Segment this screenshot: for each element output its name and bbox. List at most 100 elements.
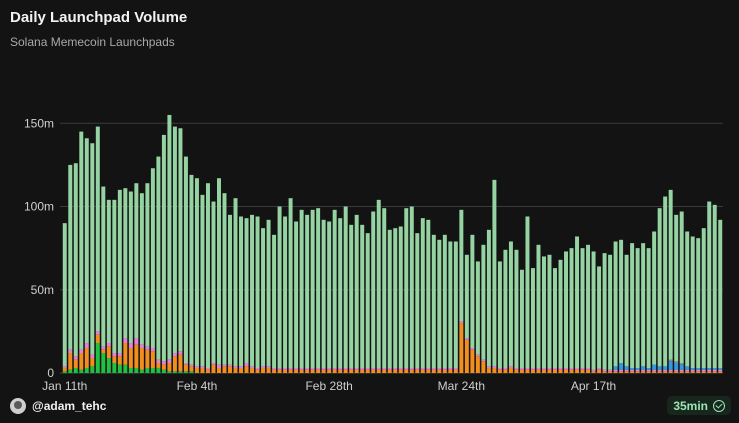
bar-segment[interactable] — [514, 368, 519, 370]
bar-segment[interactable] — [575, 236, 580, 368]
bar-segment[interactable] — [178, 351, 183, 355]
bar-segment[interactable] — [233, 366, 238, 368]
bar-segment[interactable] — [68, 369, 73, 373]
bar-segment[interactable] — [624, 371, 629, 373]
bar-segment[interactable] — [299, 209, 304, 368]
bar-segment[interactable] — [530, 369, 535, 373]
bar-segment[interactable] — [382, 369, 387, 373]
bar-segment[interactable] — [519, 369, 524, 373]
bar-segment[interactable] — [172, 126, 177, 354]
bar-segment[interactable] — [101, 349, 106, 354]
bar-segment[interactable] — [172, 353, 177, 357]
bar-segment[interactable] — [277, 368, 282, 370]
bar-segment[interactable] — [371, 368, 376, 370]
bar-segment[interactable] — [211, 364, 216, 373]
bar-segment[interactable] — [668, 361, 673, 370]
bar-segment[interactable] — [575, 369, 580, 373]
bar-segment[interactable] — [641, 371, 646, 373]
bar-segment[interactable] — [569, 248, 574, 369]
bar-segment[interactable] — [448, 369, 453, 373]
bar-segment[interactable] — [294, 221, 299, 369]
bar-segment[interactable] — [663, 366, 668, 370]
bar-segment[interactable] — [62, 366, 67, 368]
bar-segment[interactable] — [685, 371, 690, 373]
bar-segment[interactable] — [288, 368, 293, 370]
bar-segment[interactable] — [586, 369, 591, 373]
bar-segment[interactable] — [613, 369, 618, 372]
bar-segment[interactable] — [228, 366, 232, 373]
bar-segment[interactable] — [228, 214, 232, 365]
bar-segment[interactable] — [613, 366, 618, 370]
bar-segment[interactable] — [371, 211, 376, 369]
bar-segment[interactable] — [123, 188, 128, 339]
bar-segment[interactable] — [134, 338, 139, 345]
bar-segment[interactable] — [420, 369, 425, 373]
bar-segment[interactable] — [123, 338, 128, 344]
author[interactable]: @adam_tehc — [10, 398, 106, 414]
bar-segment[interactable] — [503, 368, 508, 370]
bar-segment[interactable] — [475, 261, 480, 355]
bar-segment[interactable] — [602, 369, 607, 372]
bar-segment[interactable] — [712, 369, 717, 372]
bar-segment[interactable] — [409, 368, 414, 370]
bar-segment[interactable] — [657, 366, 662, 370]
bar-segment[interactable] — [112, 199, 117, 354]
bar-segment[interactable] — [211, 201, 216, 364]
bar-segment[interactable] — [542, 368, 546, 370]
bar-segment[interactable] — [376, 369, 381, 373]
bar-segment[interactable] — [564, 251, 568, 368]
bar-segment[interactable] — [663, 371, 668, 373]
bar-segment[interactable] — [167, 359, 172, 364]
bar-segment[interactable] — [492, 179, 497, 367]
bar-segment[interactable] — [387, 369, 392, 373]
bar-segment[interactable] — [62, 371, 67, 373]
bar-segment[interactable] — [426, 369, 431, 373]
bar-segment[interactable] — [205, 368, 210, 370]
bar-segment[interactable] — [707, 368, 712, 370]
bar-segment[interactable] — [365, 369, 370, 373]
bar-segment[interactable] — [134, 344, 139, 369]
bar-segment[interactable] — [283, 368, 288, 370]
bar-segment[interactable] — [261, 368, 266, 373]
bar-segment[interactable] — [316, 208, 321, 369]
bar-segment[interactable] — [685, 366, 690, 370]
bar-segment[interactable] — [84, 368, 89, 373]
bar-segment[interactable] — [652, 371, 657, 373]
bar-segment[interactable] — [712, 371, 717, 373]
bar-segment[interactable] — [261, 228, 266, 367]
bar-segment[interactable] — [95, 343, 100, 373]
bar-segment[interactable] — [200, 194, 205, 367]
bar-segment[interactable] — [112, 356, 117, 364]
bar-segment[interactable] — [299, 369, 304, 373]
bar-segment[interactable] — [608, 371, 613, 373]
bar-segment[interactable] — [674, 371, 679, 373]
bar-segment[interactable] — [415, 368, 420, 370]
bar-segment[interactable] — [464, 254, 469, 339]
bar-segment[interactable] — [261, 366, 266, 368]
bar-segment[interactable] — [233, 368, 238, 373]
bar-segment[interactable] — [183, 363, 188, 365]
bar-segment[interactable] — [139, 369, 144, 373]
bar-segment[interactable] — [79, 131, 84, 350]
bar-segment[interactable] — [349, 369, 354, 373]
bar-segment[interactable] — [437, 368, 442, 370]
bar-segment[interactable] — [156, 156, 161, 360]
bar-segment[interactable] — [73, 356, 78, 360]
bar-segment[interactable] — [481, 244, 486, 360]
bar-segment[interactable] — [299, 368, 304, 370]
bar-segment[interactable] — [542, 256, 546, 369]
bar-segment[interactable] — [613, 241, 618, 367]
bar-segment[interactable] — [387, 368, 392, 370]
bar-segment[interactable] — [426, 368, 431, 370]
bar-segment[interactable] — [674, 214, 679, 362]
bar-segment[interactable] — [663, 369, 668, 372]
bar-segment[interactable] — [150, 168, 155, 349]
bar-segment[interactable] — [553, 369, 557, 373]
bar-segment[interactable] — [200, 366, 205, 368]
bar-segment[interactable] — [205, 369, 210, 373]
bar-segment[interactable] — [602, 253, 607, 370]
bar-segment[interactable] — [558, 369, 563, 373]
bar-segment[interactable] — [547, 368, 552, 370]
bar-segment[interactable] — [597, 368, 602, 370]
bar-segment[interactable] — [167, 363, 172, 372]
